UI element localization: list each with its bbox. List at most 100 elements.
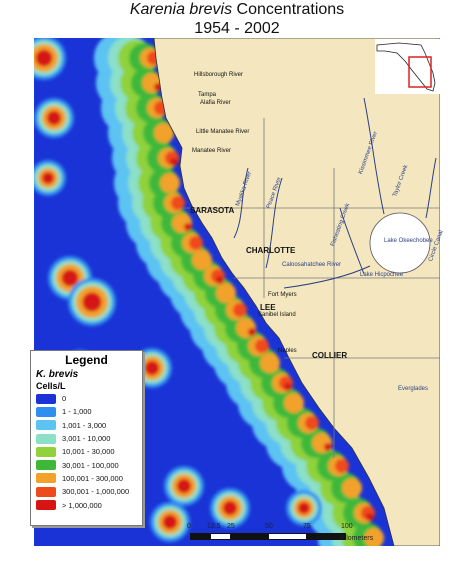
lake-okeechobee (369, 212, 431, 274)
legend-item: > 1,000,000 (31, 498, 142, 511)
concentration-patch (216, 276, 224, 284)
legend-swatch (36, 420, 56, 431)
label-sanibel: Sanibel Island (258, 312, 296, 318)
concentration-patch (233, 303, 247, 317)
scale-tick: 25 (227, 523, 235, 530)
river-line (363, 97, 385, 215)
legend-item: 100,001 - 300,000 (31, 472, 142, 485)
legend-label: 1,001 - 3,000 (62, 420, 107, 430)
scale-tick: 50 (265, 523, 273, 530)
legend-rows: 0 1 - 1,000 1,001 - 3,000 3,001 - 10,000 10,… (31, 392, 142, 512)
label-alafia: Alafia River (200, 100, 231, 106)
concentration-patch (144, 360, 160, 376)
legend-swatch (36, 393, 56, 404)
label-naples: Naples (278, 348, 297, 354)
concentration-patch (298, 502, 310, 514)
legend-item: 30,001 - 100,000 (31, 458, 142, 471)
label-lake: Lake Okeechobee (384, 238, 433, 244)
concentration-patch (335, 459, 349, 473)
legend-label: > 1,000,000 (62, 500, 102, 510)
concentration-patch (184, 223, 192, 231)
legend-label: 0 (62, 394, 67, 404)
label-hicpochee: Lake Hicpochee (360, 272, 404, 278)
concentration-patch (160, 173, 180, 193)
scale-tick: 0 (187, 523, 191, 530)
scale-tick: 75 (303, 523, 311, 530)
scale-segment (210, 533, 232, 540)
concentration-patch (162, 514, 178, 530)
legend-box: Legend K. brevis Cells/L 0 1 - 1,000 1,001… (30, 350, 143, 526)
label-collier: COLLIER (312, 351, 348, 360)
river-line (425, 157, 437, 219)
legend-swatch (36, 486, 56, 497)
legend-swatch (36, 406, 56, 417)
concentration-patch (82, 292, 102, 312)
florida-outline (376, 42, 436, 92)
legend-label: 1 - 1,000 (62, 407, 92, 417)
concentration-patch (189, 236, 203, 250)
concentration-patch (171, 196, 185, 210)
concentration-patch (342, 478, 362, 498)
map-title: Karenia brevis Concentrations 1954 - 200… (0, 0, 474, 38)
locator-inset (375, 39, 441, 94)
concentration-patch (42, 172, 54, 184)
scale-bar: 0 12.5 25 50 75 100 Kilometers (187, 523, 373, 543)
label-littlemanatee: Little Manatee River (196, 129, 250, 135)
concentration-patch (284, 383, 292, 391)
concentration-patch (324, 443, 332, 451)
title-species: Karenia brevis (129, 1, 233, 18)
concentration-patch (170, 158, 178, 166)
legend-species: K. brevis (36, 369, 79, 380)
scale-unit: Kilometers (340, 535, 374, 542)
concentration-patch (255, 339, 269, 353)
concentration-patch (260, 353, 280, 373)
legend-swatch (36, 433, 56, 444)
legend-item: 0 (31, 392, 142, 405)
label-caloosahatchee: Caloosahatchee River (282, 262, 342, 268)
concentration-patch (248, 328, 256, 336)
scale-segment (306, 533, 346, 540)
label-sarasota: SARASOTA (190, 206, 235, 215)
scale-tick: 12.5 (207, 523, 221, 530)
concentration-patch (284, 393, 304, 413)
title-years: 1954 - 2002 (194, 20, 280, 37)
label-everglades: Everglades (398, 386, 429, 392)
legend-swatch (36, 500, 56, 511)
legend-item: 1,001 - 3,000 (31, 419, 142, 432)
concentration-patch (61, 269, 79, 287)
legend-item: 300,001 - 1,000,000 (31, 485, 142, 498)
land-area (153, 38, 440, 546)
concentration-patch (35, 49, 53, 67)
concentration-patch (305, 416, 319, 430)
river-line (233, 167, 249, 239)
legend-label: 100,001 - 300,000 (62, 473, 123, 483)
scale-segment (190, 533, 212, 540)
label-fort-myers: Fort Myers (268, 292, 297, 298)
legend-heading: Legend (65, 353, 108, 367)
concentration-patch (154, 123, 174, 143)
label-charlotte: CHARLOTTE (246, 246, 296, 255)
scale-segment (268, 533, 308, 540)
river-line (265, 177, 283, 269)
concentration-patch (364, 528, 384, 546)
concentration-patch (192, 250, 212, 270)
legend-swatch (36, 473, 56, 484)
legend-label: 10,001 - 30,000 (62, 447, 115, 457)
concentration-patch (216, 283, 236, 303)
legend-swatch (36, 460, 56, 471)
label-manatee: Manatee River (192, 148, 232, 154)
legend-item: 3,001 - 10,000 (31, 432, 142, 445)
legend-label: 30,001 - 100,000 (62, 460, 119, 470)
concentration-patch (46, 110, 62, 126)
locator-box (408, 56, 432, 88)
legend-label: 300,001 - 1,000,000 (62, 487, 130, 497)
scale-segment (230, 533, 270, 540)
concentration-patch (366, 513, 374, 521)
legend-item: 10,001 - 30,000 (31, 445, 142, 458)
legend-unit: Cells/L (36, 381, 66, 391)
concentration-patch (176, 478, 192, 494)
river-line (339, 207, 365, 275)
legend-item: 1 - 1,000 (31, 405, 142, 418)
label-tampa: Tampa (198, 92, 217, 98)
scale-tick: 100 (341, 523, 353, 530)
